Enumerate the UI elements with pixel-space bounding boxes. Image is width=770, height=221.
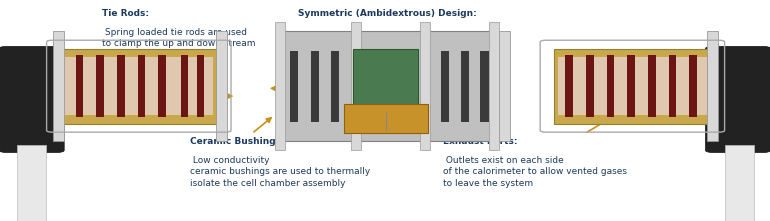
- Bar: [180, 55, 188, 117]
- FancyBboxPatch shape: [705, 46, 770, 152]
- Bar: [117, 55, 125, 117]
- Bar: [725, 145, 754, 221]
- Bar: [75, 55, 83, 117]
- Bar: [707, 31, 718, 141]
- Bar: [138, 55, 146, 117]
- FancyBboxPatch shape: [0, 46, 64, 152]
- Bar: [353, 49, 418, 113]
- Bar: [351, 22, 361, 150]
- Bar: [557, 57, 707, 115]
- Bar: [554, 49, 711, 124]
- Bar: [60, 49, 217, 124]
- Text: Exhaust Ports:: Exhaust Ports:: [443, 137, 517, 146]
- Bar: [330, 51, 339, 122]
- Bar: [440, 51, 449, 122]
- Text: Ceramic Bushings:: Ceramic Bushings:: [190, 137, 285, 146]
- Bar: [460, 51, 469, 122]
- Bar: [52, 31, 64, 141]
- Bar: [279, 31, 493, 141]
- Text: Outlets exist on each side
of the calorimeter to allow vented gases
to leave the: Outlets exist on each side of the calori…: [443, 156, 627, 188]
- Bar: [648, 55, 656, 117]
- Text: Symmetric (Ambidextrous) Design:: Symmetric (Ambidextrous) Design:: [297, 9, 477, 18]
- Bar: [480, 51, 489, 122]
- Bar: [290, 51, 298, 122]
- Bar: [689, 55, 697, 117]
- Text: Low conductivity
ceramic bushings are used to thermally
isolate the cell chamber: Low conductivity ceramic bushings are us…: [190, 156, 370, 188]
- Bar: [586, 55, 594, 117]
- Bar: [607, 55, 614, 117]
- Bar: [489, 22, 499, 150]
- Text: Spring loaded tie rods are used
to clamp the up and down stream
components toget: Spring loaded tie rods are used to clamp…: [102, 28, 256, 59]
- Text: Supports both top and bottom vent (and
rupture) thermal runaway behavior: Supports both top and bottom vent (and r…: [297, 28, 481, 59]
- Bar: [64, 57, 213, 115]
- Bar: [96, 55, 104, 117]
- Bar: [196, 55, 204, 117]
- Text: Tie Rods:: Tie Rods:: [102, 9, 149, 18]
- Bar: [668, 55, 676, 117]
- Bar: [420, 22, 430, 150]
- Bar: [628, 55, 635, 117]
- Bar: [499, 31, 511, 141]
- Bar: [216, 31, 227, 141]
- Bar: [343, 104, 427, 133]
- Bar: [275, 22, 285, 150]
- Bar: [565, 55, 573, 117]
- Bar: [17, 145, 46, 221]
- Bar: [159, 55, 166, 117]
- Bar: [310, 51, 319, 122]
